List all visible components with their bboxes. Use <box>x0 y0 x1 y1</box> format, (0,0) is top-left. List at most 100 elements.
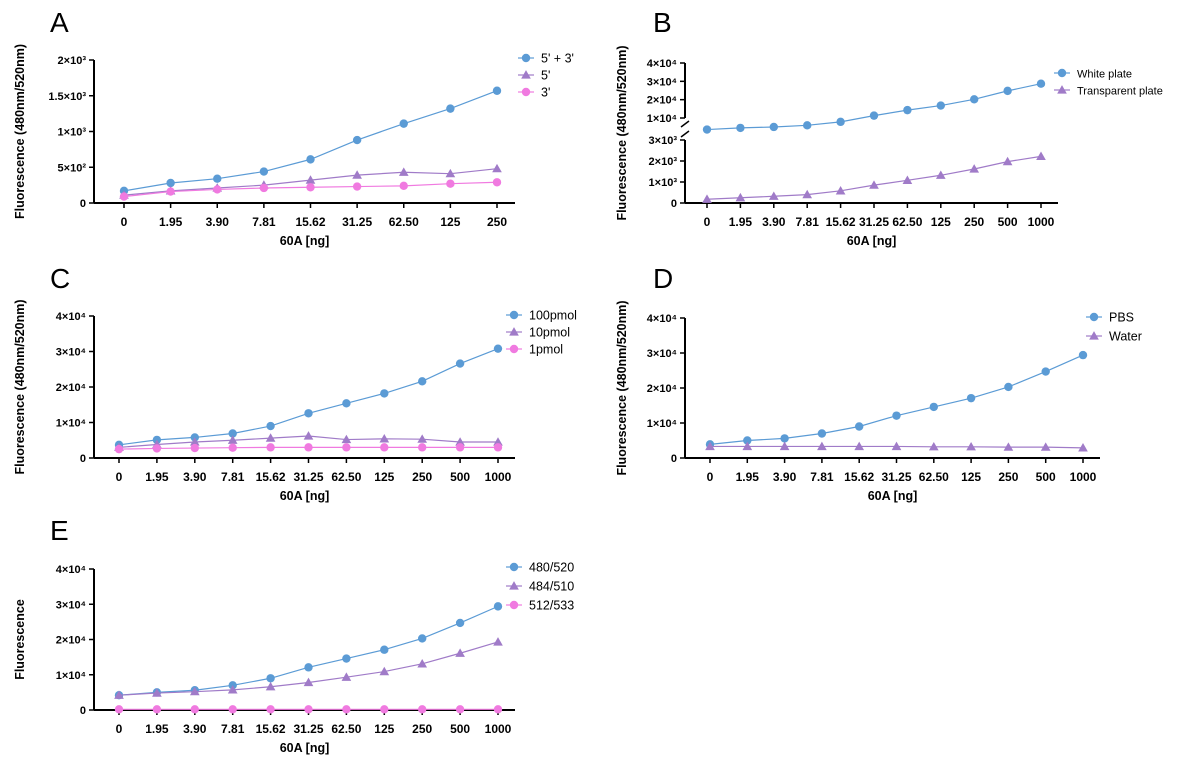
y-axis-label: Fluorescence (480nm/520nm) <box>615 45 629 220</box>
y-tick-label: 1×10³ <box>649 177 678 189</box>
y-axis-label: Fluorescence (480nm/520nm) <box>13 299 27 474</box>
data-point <box>213 174 222 183</box>
data-point <box>446 179 455 188</box>
y-tick-label: 2×10³ <box>58 55 87 67</box>
x-tick-label: 250 <box>998 470 1018 484</box>
x-tick-label: 15.62 <box>844 470 874 484</box>
x-tick-label: 3.90 <box>183 470 207 484</box>
data-point <box>455 437 465 446</box>
panel-label-b: B <box>653 7 672 38</box>
legend-label: Water <box>1109 330 1142 344</box>
x-tick-label: 7.81 <box>810 470 834 484</box>
y-axis-label: Fluorescence (480nm/520nm) <box>13 44 27 219</box>
data-point <box>935 170 946 179</box>
data-point <box>742 441 753 451</box>
data-point <box>929 402 938 412</box>
data-point <box>928 441 939 451</box>
data-point <box>265 433 276 442</box>
data-point <box>152 444 162 453</box>
x-tick-label: 1000 <box>485 470 512 484</box>
data-point <box>817 429 827 438</box>
legend-marker <box>1057 85 1067 94</box>
data-point <box>446 104 455 113</box>
data-point <box>114 690 124 699</box>
legend-marker <box>509 562 519 572</box>
axis-break-mark <box>680 120 690 128</box>
x-tick-label: 7.81 <box>221 722 245 736</box>
data-point <box>114 444 124 454</box>
x-tick-label: 500 <box>450 470 470 484</box>
legend-marker <box>521 53 531 63</box>
data-point <box>445 168 456 178</box>
data-point <box>1002 156 1013 166</box>
data-point <box>492 86 502 95</box>
series-line <box>709 354 1084 445</box>
series-line <box>706 83 1042 131</box>
data-point <box>306 155 315 164</box>
data-point <box>228 705 237 714</box>
y-tick-label: 3×10⁴ <box>647 348 677 360</box>
data-point <box>1078 350 1088 360</box>
data-point <box>352 182 362 191</box>
x-tick-label: 3.90 <box>206 215 230 229</box>
panel-b: B 0 1×10³ 2×10³ 3×10³ 1×10⁴ 2×10⁴ 3×10⁴ 4×10⁴ 0 1… <box>615 7 1163 248</box>
data-point <box>380 705 389 714</box>
data-point <box>399 181 408 191</box>
x-tick-label: 31.25 <box>293 470 323 484</box>
y-tick-label: 4×10⁴ <box>647 313 677 325</box>
data-point <box>705 441 715 451</box>
data-point <box>166 187 175 196</box>
data-point <box>455 443 465 452</box>
data-point <box>380 389 389 398</box>
axis-break-mark <box>680 130 690 138</box>
x-tick-label: 250 <box>412 722 432 736</box>
data-point <box>304 663 313 672</box>
legend-marker <box>509 581 519 590</box>
data-point <box>936 101 945 110</box>
data-point <box>119 192 129 201</box>
data-point <box>1036 79 1046 88</box>
y-tick-label: 3×10⁴ <box>647 76 677 88</box>
data-point <box>768 191 779 200</box>
y-tick-label: 1.5×10³ <box>48 91 86 103</box>
x-tick-label: 15.62 <box>295 215 325 229</box>
data-point <box>190 443 199 453</box>
panel-label-d: D <box>653 263 673 294</box>
y-tick-label: 1×10³ <box>58 127 87 139</box>
data-point <box>836 117 845 127</box>
x-tick-label: 31.25 <box>293 722 323 736</box>
data-point <box>969 164 980 173</box>
x-axis-label: 60A [ng] <box>847 234 897 248</box>
data-point <box>418 443 427 452</box>
data-point <box>802 189 813 199</box>
y-tick-label: 0 <box>80 705 86 717</box>
data-point <box>418 377 427 386</box>
data-point <box>306 183 315 192</box>
x-tick-label: 15.62 <box>256 722 286 736</box>
y-tick-label: 2×10⁴ <box>647 95 677 107</box>
y-tick-label: 5×10² <box>58 162 87 174</box>
data-point <box>455 618 465 628</box>
legend-marker <box>1089 312 1099 322</box>
y-axis-label: Fluorescence <box>13 599 27 680</box>
data-point <box>418 634 427 643</box>
data-point <box>869 111 879 120</box>
x-tick-label: 62.50 <box>389 215 419 229</box>
x-tick-label: 7.81 <box>221 470 245 484</box>
y-tick-label: 3×10⁴ <box>56 347 86 359</box>
x-tick-label: 0 <box>116 470 123 484</box>
legend-label: PBS <box>1109 311 1134 325</box>
data-point <box>493 602 503 611</box>
data-point <box>303 431 314 440</box>
x-tick-label: 1.95 <box>736 470 760 484</box>
x-tick-label: 125 <box>374 470 394 484</box>
data-point <box>399 119 408 128</box>
data-point <box>266 705 275 714</box>
panel-label-a: A <box>50 7 69 38</box>
y-tick-label: 0 <box>671 453 677 465</box>
x-tick-label: 250 <box>487 215 507 229</box>
x-axis-label: 60A [ng] <box>280 741 330 755</box>
legend-label: Transparent plate <box>1077 86 1163 98</box>
data-point <box>966 393 976 403</box>
legend-marker <box>509 310 519 320</box>
